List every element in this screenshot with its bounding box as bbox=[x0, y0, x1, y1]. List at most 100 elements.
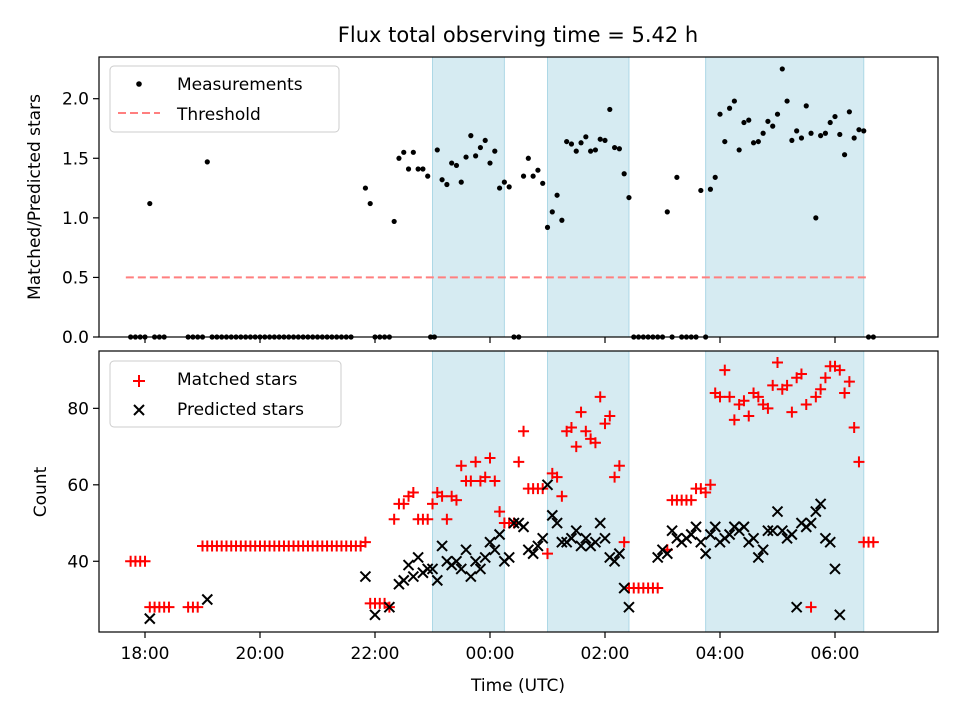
measurement-point bbox=[813, 215, 819, 221]
measurement-point bbox=[712, 174, 718, 180]
matched-star-point bbox=[786, 406, 798, 418]
predicted-star-point bbox=[422, 563, 434, 575]
observing-window-1 bbox=[432, 350, 505, 633]
y-tick-label: 40 bbox=[67, 552, 89, 572]
legend-predicted-label: Predicted stars bbox=[177, 400, 304, 420]
predicted-star-point bbox=[508, 517, 520, 529]
matched-star-point bbox=[819, 372, 831, 384]
measurement-point bbox=[405, 166, 412, 172]
predicted-star-point bbox=[834, 609, 846, 621]
count-x-axis: 18:00 20:00 22:00 00:00 02:00 04:00 06:00 bbox=[121, 632, 860, 664]
measurement-point bbox=[540, 180, 546, 186]
matched-star-point bbox=[407, 486, 419, 498]
x-tick-label: 22:00 bbox=[351, 644, 400, 664]
top-highlight-spans bbox=[432, 56, 865, 338]
measurement-point bbox=[731, 98, 737, 104]
matched-star-point bbox=[450, 494, 462, 506]
measurement-point bbox=[837, 131, 843, 138]
measurement-point bbox=[530, 173, 536, 179]
predicted-star-point bbox=[546, 509, 558, 522]
predicted-star-point bbox=[551, 517, 563, 529]
predicted-star-point bbox=[762, 524, 774, 537]
measurement-point bbox=[626, 194, 632, 201]
matched-star-point bbox=[470, 456, 482, 468]
measurement-point bbox=[722, 138, 728, 145]
measurement-point bbox=[520, 173, 527, 179]
predicted-star-point bbox=[661, 547, 673, 560]
matched-star-point bbox=[738, 395, 750, 407]
x-tick-label: 04:00 bbox=[696, 644, 745, 664]
measurement-point bbox=[746, 117, 752, 123]
x-axis-label: Time (UTC) bbox=[470, 676, 565, 696]
chart-title: Flux total observing time = 5.42 h bbox=[338, 23, 698, 47]
observing-window-2 bbox=[547, 350, 630, 633]
predicted-star-point bbox=[479, 551, 491, 564]
measurement-point bbox=[851, 135, 857, 141]
predicted-star-point bbox=[709, 521, 721, 533]
legend-matched-label: Matched stars bbox=[177, 370, 297, 390]
matched-star-point bbox=[834, 364, 846, 376]
matched-star-point bbox=[800, 399, 812, 411]
ratio-y-axis-label: Matched/Predicted stars bbox=[25, 94, 45, 300]
legend-measurements-label: Measurements bbox=[177, 75, 303, 95]
count-panel: 40 60 80 18:00 20:00 22:00 00:00 02:00 04:00 06:… bbox=[31, 350, 939, 696]
measurement-point bbox=[784, 98, 790, 104]
x-tick-label: 00:00 bbox=[466, 644, 515, 664]
measurement-point bbox=[726, 105, 733, 111]
predicted-star-point bbox=[613, 547, 626, 560]
matched-star-point bbox=[724, 391, 736, 403]
predicted-star-point bbox=[623, 601, 635, 613]
measurement-point bbox=[707, 186, 714, 192]
predicted-star-point bbox=[790, 601, 803, 613]
predicted-star-point bbox=[556, 536, 568, 548]
measurement-point bbox=[841, 152, 848, 158]
matched-star-point bbox=[398, 498, 410, 510]
predicted-star-point bbox=[589, 536, 602, 548]
measurement-point bbox=[818, 133, 824, 139]
predicted-star-point bbox=[786, 528, 798, 541]
measurement-point bbox=[439, 177, 445, 183]
predicted-star-point bbox=[465, 570, 477, 583]
matched-star-point bbox=[455, 460, 467, 472]
matched-star-point bbox=[604, 410, 616, 422]
measurement-point bbox=[477, 144, 484, 151]
predicted-star-point bbox=[532, 540, 544, 552]
count-points bbox=[125, 356, 879, 625]
measurement-point bbox=[434, 147, 440, 153]
predicted-star-point bbox=[752, 551, 765, 564]
measurement-point bbox=[564, 138, 570, 145]
matched-star-point bbox=[570, 441, 582, 453]
predicted-star-point bbox=[455, 563, 467, 575]
predicted-star-point bbox=[398, 574, 410, 587]
measurement-point bbox=[611, 144, 618, 151]
matched-star-point bbox=[139, 555, 151, 567]
matched-star-point bbox=[700, 486, 712, 498]
measurement-point bbox=[616, 146, 622, 152]
measurement-point bbox=[568, 141, 575, 147]
predicted-star-point bbox=[407, 570, 420, 583]
predicted-star-point bbox=[517, 521, 530, 533]
measurement-point bbox=[147, 200, 153, 207]
predicted-star-point bbox=[814, 498, 827, 510]
measurement-point bbox=[482, 137, 488, 144]
measurement-point bbox=[592, 147, 599, 153]
matched-star-point bbox=[484, 452, 496, 464]
measurement-point bbox=[698, 187, 704, 194]
predicted-star-point bbox=[747, 532, 760, 545]
measurement-point bbox=[367, 200, 373, 207]
measurement-point bbox=[506, 184, 512, 190]
measurement-point bbox=[496, 185, 503, 191]
matched-star-point bbox=[772, 356, 783, 368]
matched-star-point bbox=[427, 498, 438, 510]
measurement-point bbox=[760, 130, 766, 136]
measurement-point bbox=[463, 154, 469, 160]
measurement-point bbox=[765, 118, 771, 124]
predicted-star-point bbox=[594, 517, 606, 529]
measurement-point bbox=[798, 135, 805, 141]
count-legend-box bbox=[109, 360, 342, 428]
measurement-point bbox=[554, 192, 560, 198]
measurement-point bbox=[822, 130, 829, 136]
ratio-y-axis: 0.0 0.5 1.0 1.5 2.0 bbox=[62, 90, 99, 348]
y-tick-label: 1.5 bbox=[62, 149, 89, 169]
observing-window-2 bbox=[547, 56, 630, 338]
